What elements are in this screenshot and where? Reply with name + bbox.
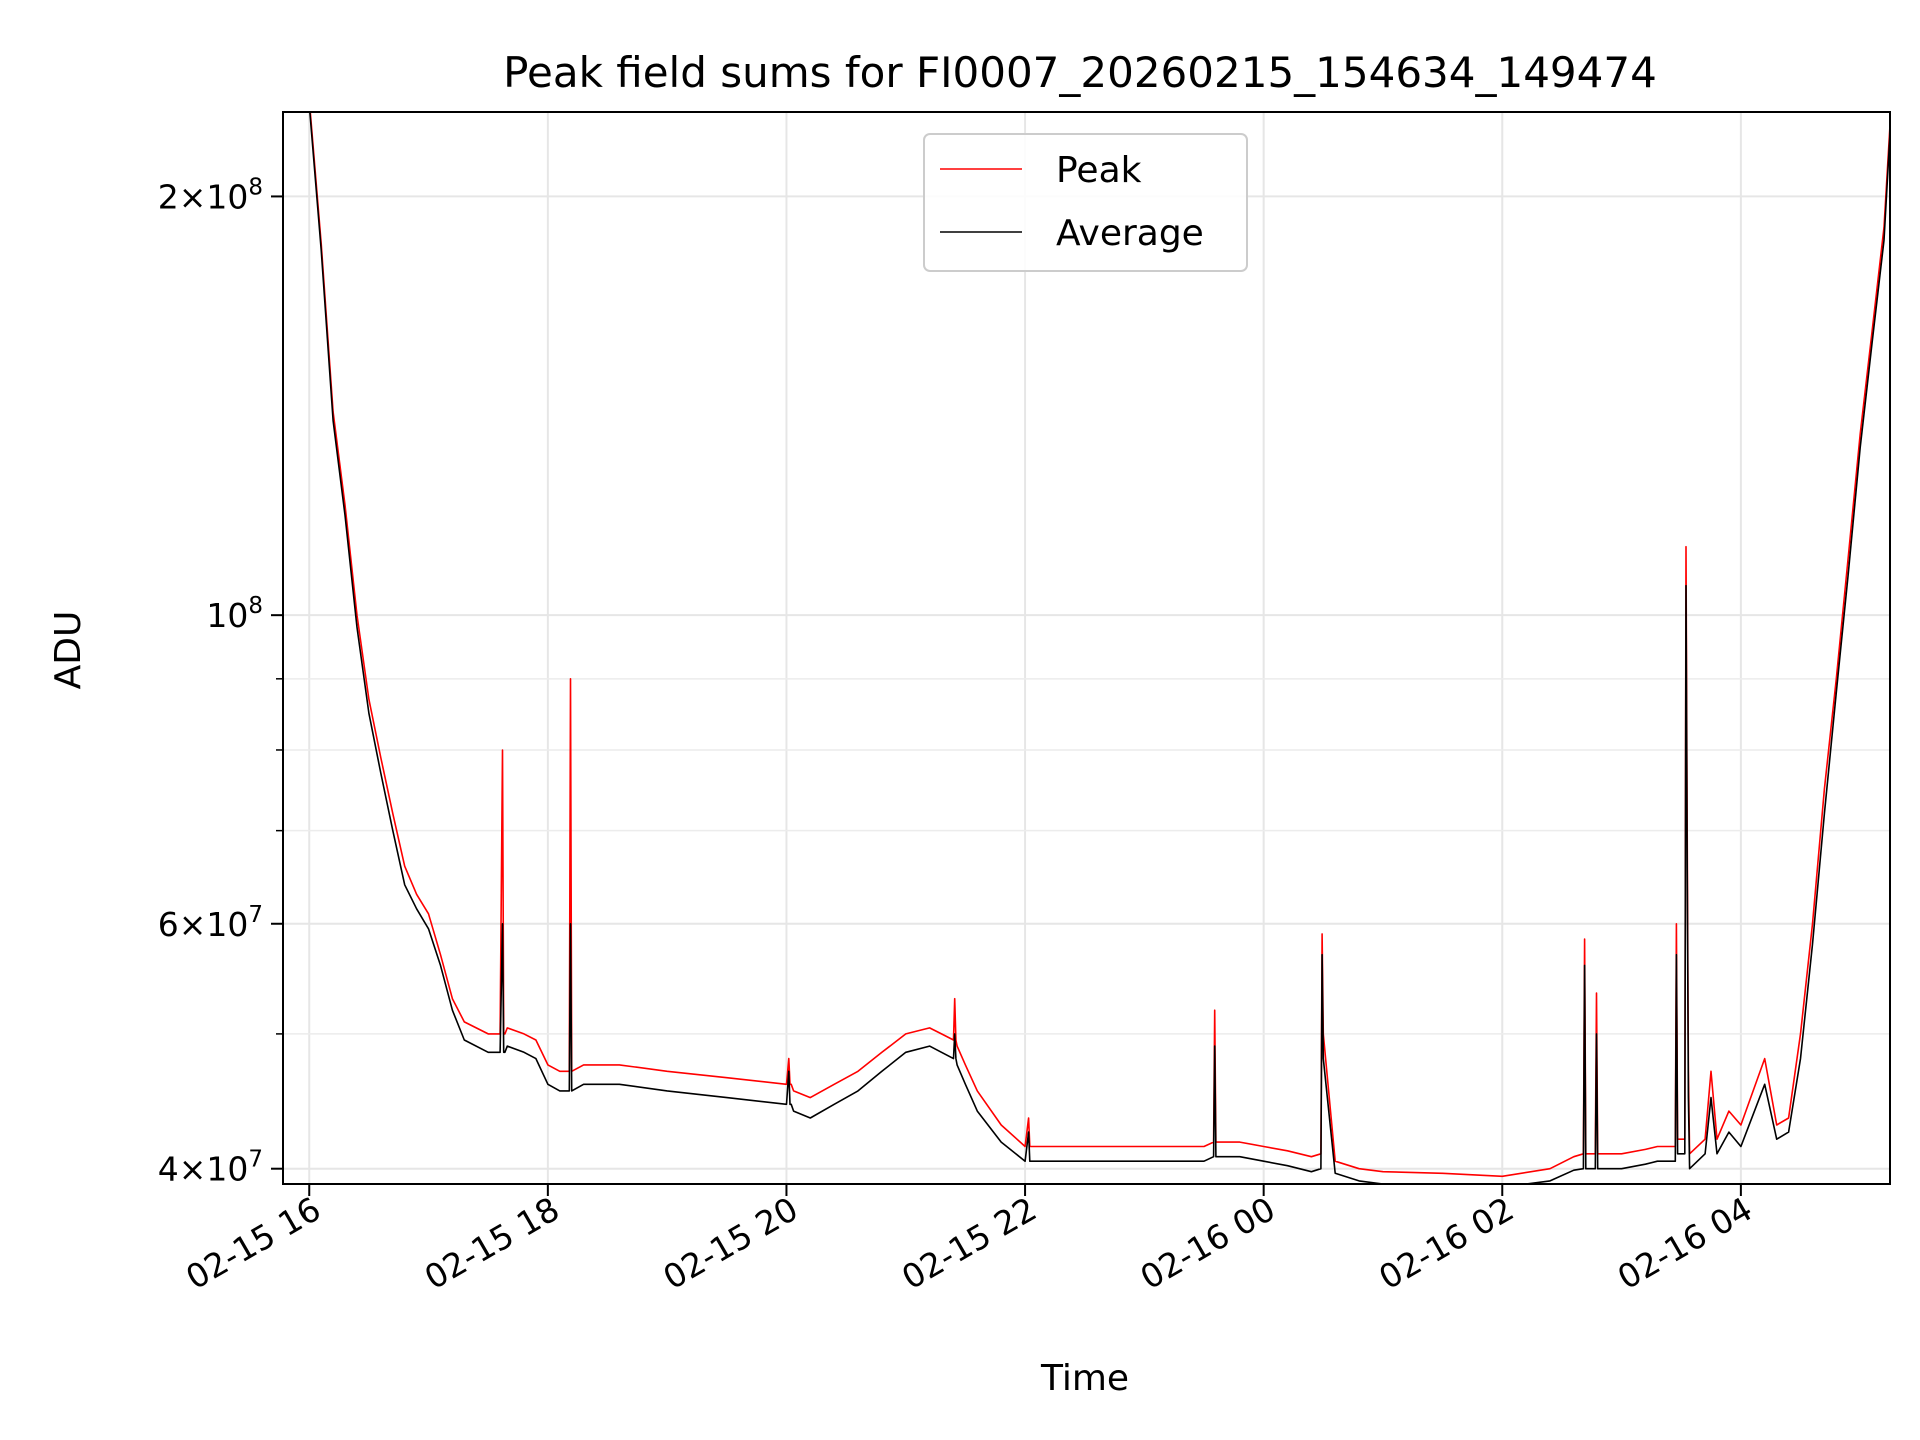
y-tick-label-2: 108 — [206, 593, 263, 635]
plot-frame — [282, 111, 1891, 1185]
series-line-average — [309, 112, 1890, 1184]
y-axis-label: ADU — [48, 611, 89, 690]
legend-label-peak: Peak — [1056, 150, 1142, 191]
y-axis: 4×107 6×107 108 2×108 — [158, 174, 283, 1189]
series-layer — [309, 112, 1890, 1184]
y-tick-label-1: 6×107 — [158, 902, 263, 944]
chart-title: Peak field sums for FI0007_20260215_1546… — [503, 48, 1657, 97]
x-axis-label: Time — [1040, 1358, 1129, 1399]
legend-label-average: Average — [1056, 213, 1204, 254]
y-tick-label-3: 2×108 — [158, 174, 263, 216]
legend: Peak Average — [923, 133, 1248, 272]
y-tick-label-0: 4×107 — [158, 1147, 263, 1189]
